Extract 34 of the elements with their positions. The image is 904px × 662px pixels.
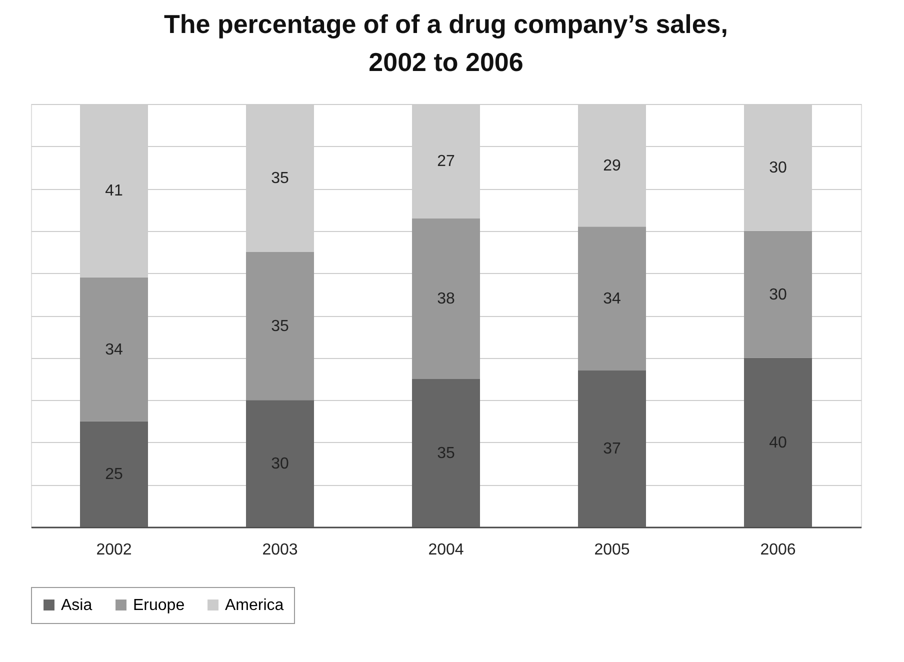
bar [412, 218, 480, 379]
x-tick-label: 2006 [760, 542, 796, 558]
data-label: 37 [603, 440, 621, 458]
bar [412, 378, 480, 527]
legend-label: America [225, 597, 284, 614]
data-label: 30 [769, 159, 787, 176]
x-tick-label: 2004 [428, 542, 464, 558]
data-label: 27 [437, 153, 455, 170]
data-label: 34 [603, 290, 621, 308]
data-label: 29 [603, 157, 621, 174]
x-tick-label: 2002 [96, 542, 132, 558]
data-label: 41 [105, 182, 123, 200]
data-label: 40 [769, 434, 787, 452]
bar [744, 358, 812, 527]
data-label: 35 [271, 318, 289, 336]
bar [744, 230, 812, 358]
bar [246, 400, 314, 527]
bar [80, 421, 148, 527]
bar [578, 226, 646, 370]
data-label: 35 [271, 170, 289, 188]
legend-label: Eruope [133, 597, 185, 614]
x-tick-label: 2005 [594, 542, 630, 558]
data-label: 38 [437, 290, 455, 308]
data-label: 35 [437, 444, 455, 462]
x-tick-label: 2003 [262, 542, 298, 558]
bar [578, 370, 646, 527]
data-label: 30 [769, 286, 787, 304]
chart-title: The percentage of of a drug company’s sales, 2002 to 2006 [164, 9, 728, 77]
data-label: 25 [105, 466, 123, 484]
bar [80, 277, 148, 422]
data-label: 34 [105, 341, 123, 358]
bar [246, 252, 314, 400]
data-label: 30 [271, 456, 289, 473]
legend-label: Asia [61, 597, 92, 614]
